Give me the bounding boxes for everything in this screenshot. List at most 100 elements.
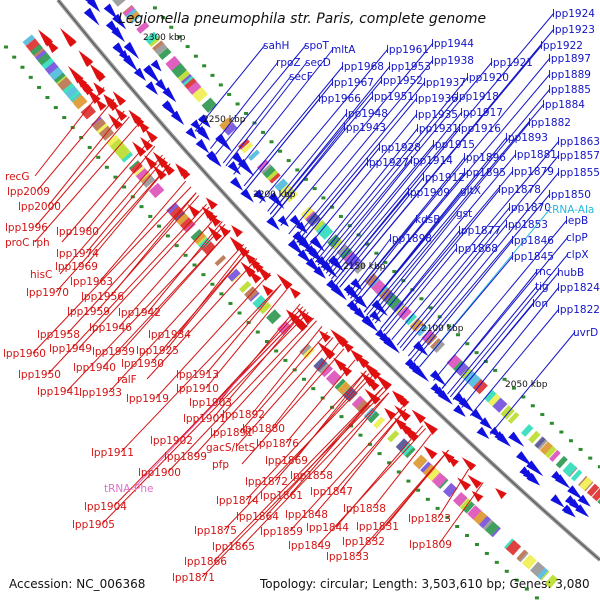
gene-label[interactable]: rnc <box>535 266 552 278</box>
gene-label[interactable]: secD <box>305 57 331 69</box>
gene-label[interactable]: clpX <box>566 249 589 261</box>
gene-label[interactable]: lpp1824 <box>557 282 600 294</box>
gene-label[interactable]: lpp2009 <box>7 186 50 198</box>
gene-label[interactable]: lpp1928 <box>378 142 421 154</box>
gene-label[interactable]: lpp1916 <box>458 123 501 135</box>
gene-label[interactable]: lpp1898 <box>389 233 432 245</box>
gene-label[interactable]: lpp1871 <box>172 572 215 584</box>
gene-label[interactable]: lpp1980 <box>56 226 99 238</box>
gene-label[interactable]: clpP <box>566 232 588 244</box>
gene-label[interactable]: lpp1884 <box>542 99 585 111</box>
gene-label[interactable]: lon <box>532 298 548 310</box>
gene-label[interactable]: lpp1960 <box>3 348 46 360</box>
gene-label[interactable]: lpp1847 <box>310 486 353 498</box>
gene-label[interactable]: lpp1948 <box>345 108 388 120</box>
gene-label[interactable]: lpp1903 <box>189 397 232 409</box>
gene-label[interactable]: lpp1933 <box>79 387 122 399</box>
gene-label[interactable]: lpp1922 <box>540 40 583 52</box>
gene-label[interactable]: lpp1944 <box>431 38 474 50</box>
gene-label[interactable]: lpp1996 <box>5 222 48 234</box>
gene-label[interactable]: lpp1961 <box>386 44 429 56</box>
gene-label[interactable]: lpp1853 <box>505 219 548 231</box>
gene-label[interactable]: recG <box>5 171 29 183</box>
gene-label[interactable]: lpp1885 <box>548 84 591 96</box>
gene-label[interactable]: lpp1897 <box>548 53 591 65</box>
gene-label[interactable]: lpp1946 <box>89 322 132 334</box>
gene-label[interactable]: uvrD <box>573 327 598 339</box>
gene-label[interactable]: lpp1831 <box>356 521 399 533</box>
gene-label[interactable]: lpp1904 <box>84 501 127 513</box>
gene-label[interactable]: lpp1858 <box>290 470 333 482</box>
gene-label[interactable]: lpp1891 <box>210 427 253 439</box>
gene-label[interactable]: lpp1857 <box>557 150 600 162</box>
gene-label[interactable]: lpp1899 <box>164 451 207 463</box>
gene-label[interactable]: lpp1974 <box>56 248 99 260</box>
gene-label[interactable]: lpp1966 <box>318 93 361 105</box>
gene-label[interactable]: lpp1868 <box>455 243 498 255</box>
gene-label-trna[interactable]: tRNA-Phe <box>104 483 153 495</box>
gene-label[interactable]: lpp1866 <box>184 556 227 568</box>
gene-label[interactable]: lpp1950 <box>18 369 61 381</box>
gene-label[interactable]: lpp1918 <box>456 91 499 103</box>
gene-label[interactable]: lpp1920 <box>466 72 509 84</box>
gene-label[interactable]: secF <box>289 71 313 83</box>
gene-label[interactable]: lpp1864 <box>236 511 279 523</box>
gene-label[interactable]: lpp1849 <box>288 540 331 552</box>
gene-label[interactable]: lpp1848 <box>285 509 328 521</box>
gene-label[interactable]: lpp1924 <box>552 8 595 20</box>
gene-label[interactable]: lpp1949 <box>49 343 92 355</box>
gene-label[interactable]: lpp1958 <box>37 329 80 341</box>
gene-label[interactable]: lpp1893 <box>505 132 548 144</box>
gene-label[interactable]: tig <box>535 281 549 293</box>
gene-label[interactable]: lpp1968 <box>341 61 384 73</box>
gene-label[interactable]: rpoZ <box>276 57 301 69</box>
gene-label[interactable]: lpp1859 <box>260 526 303 538</box>
gene-label[interactable]: sahH <box>263 40 289 52</box>
gene-label[interactable]: lpp1902 <box>150 435 193 447</box>
gene-label[interactable]: lpp1934 <box>148 329 191 341</box>
gene-label[interactable]: lpp1896 <box>463 152 506 164</box>
gene-label[interactable]: lpp1952 <box>380 75 423 87</box>
gene-label[interactable]: lpp1879 <box>511 166 554 178</box>
gene-label[interactable]: lpp1863 <box>557 136 600 148</box>
gene-label[interactable]: lpp1913 <box>176 369 219 381</box>
gene-label[interactable]: hubB <box>557 267 584 279</box>
gene-label[interactable]: lpp1956 <box>81 291 124 303</box>
gene-label[interactable]: lpp1911 <box>91 447 134 459</box>
gene-label[interactable]: lpp1844 <box>306 522 349 534</box>
gene-label[interactable]: lpp1822 <box>557 304 600 316</box>
gene-label[interactable]: lpp1875 <box>194 525 237 537</box>
gene-label[interactable]: lpp1925 <box>136 345 179 357</box>
gene-label[interactable]: pfp <box>212 459 229 471</box>
gene-label[interactable]: lepB <box>565 215 588 227</box>
gene-label[interactable]: lpp1970 <box>26 287 69 299</box>
gene-label[interactable]: lpp1901 <box>183 413 226 425</box>
gene-label[interactable]: ralF <box>117 374 137 386</box>
gene-label[interactable]: lpp1870 <box>508 202 551 214</box>
gene-label[interactable]: lpp1923 <box>552 24 595 36</box>
gene-label[interactable]: gst <box>456 208 472 220</box>
gene-label[interactable]: lpp1874 <box>216 495 259 507</box>
gene-label[interactable]: lpp1912 <box>422 172 465 184</box>
gene-label[interactable]: lpp1942 <box>118 307 161 319</box>
gene-label[interactable]: proC <box>5 237 30 249</box>
gene-label[interactable]: lpp1876 <box>256 438 299 450</box>
gene-label[interactable]: lpp1943 <box>343 122 386 134</box>
gene-label[interactable]: spoT <box>304 40 330 52</box>
gene-label[interactable]: lpp1909 <box>407 187 450 199</box>
gene-label[interactable]: lpp1936 <box>415 93 458 105</box>
gene-label[interactable]: lpp1959 <box>67 306 110 318</box>
gene-label[interactable]: lpp1809 <box>409 539 452 551</box>
gene-label[interactable]: lpp1845 <box>511 251 554 263</box>
gene-label[interactable]: lpp1861 <box>260 490 303 502</box>
gene-label[interactable]: lpp1967 <box>331 77 374 89</box>
gene-label[interactable]: lpp1877 <box>458 225 501 237</box>
gene-label[interactable]: lpp1921 <box>490 57 533 69</box>
gene-label[interactable]: lpp1823 <box>408 513 451 525</box>
gene-label[interactable]: lpp1832 <box>342 536 385 548</box>
gene-label[interactable]: lpp1969 <box>55 261 98 273</box>
gene-label[interactable]: rph <box>32 237 50 249</box>
gene-label[interactable]: mltA <box>331 44 356 56</box>
gene-label[interactable]: lpp1919 <box>126 393 169 405</box>
gene-label[interactable]: lpp1914 <box>410 155 453 167</box>
